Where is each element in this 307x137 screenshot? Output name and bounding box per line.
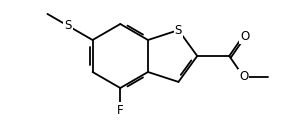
Text: O: O [239, 70, 248, 83]
Text: F: F [117, 103, 124, 116]
Text: S: S [64, 19, 72, 32]
Text: O: O [240, 30, 249, 43]
Text: S: S [175, 24, 182, 37]
